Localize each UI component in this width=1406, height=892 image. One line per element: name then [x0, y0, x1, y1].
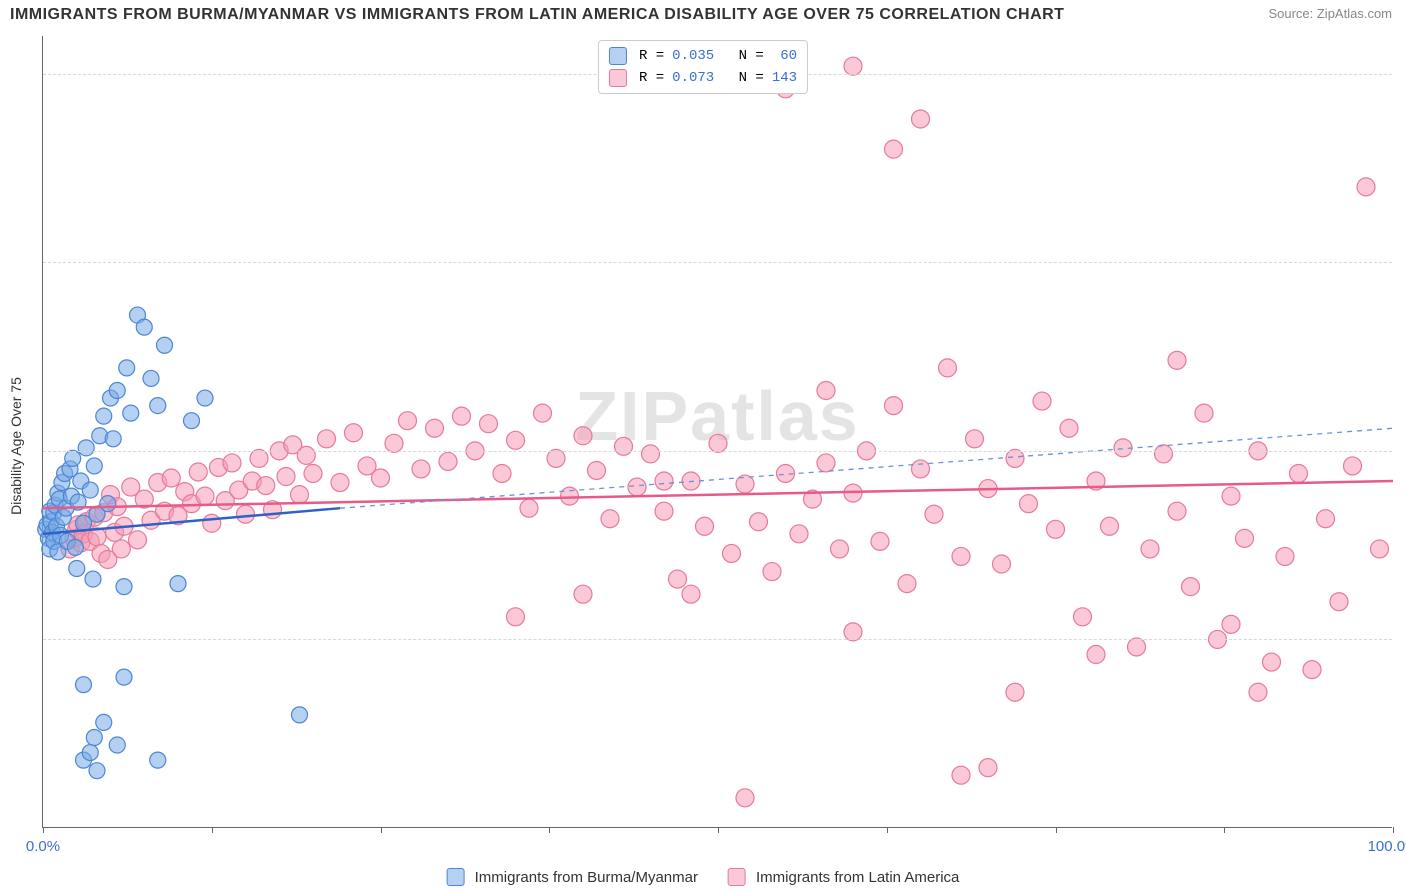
legend-swatch-blue-bottom — [447, 868, 465, 886]
y-tick-label: 67.5% — [1396, 254, 1406, 271]
legend-label-burma: Immigrants from Burma/Myanmar — [475, 869, 698, 886]
chart-title: IMMIGRANTS FROM BURMA/MYANMAR VS IMMIGRA… — [10, 6, 1064, 24]
plot-area: ZIPatlas 42.5%55.0%67.5%80.0%0.0%100.0% — [42, 36, 1392, 828]
y-axis-title: Disability Age Over 75 — [8, 377, 24, 515]
legend-correlation-box: R = 0.035 N = 60 R = 0.073 N = 143 — [598, 40, 808, 94]
legend-bottom: Immigrants from Burma/Myanmar Immigrants… — [447, 868, 960, 886]
legend-swatch-blue — [609, 47, 627, 65]
y-tick-label: 80.0% — [1396, 65, 1406, 82]
source-attribution: Source: ZipAtlas.com — [1268, 6, 1392, 21]
legend-n-label: N = — [739, 48, 764, 64]
legend-item-burma: Immigrants from Burma/Myanmar — [447, 868, 698, 886]
y-tick-label: 55.0% — [1396, 442, 1406, 459]
legend-row-series-2: R = 0.073 N = 143 — [609, 67, 797, 89]
chart-svg — [43, 36, 1392, 827]
legend-n-label: N = — [739, 70, 764, 86]
legend-item-latin: Immigrants from Latin America — [728, 868, 959, 886]
legend-r-label: R = — [639, 70, 664, 86]
legend-swatch-pink-bottom — [728, 868, 746, 886]
legend-r-value-1: 0.035 — [672, 48, 714, 64]
y-tick-label: 42.5% — [1396, 631, 1406, 648]
chart-container: IMMIGRANTS FROM BURMA/MYANMAR VS IMMIGRA… — [0, 0, 1406, 892]
legend-row-series-1: R = 0.035 N = 60 — [609, 45, 797, 67]
legend-label-latin: Immigrants from Latin America — [756, 869, 959, 886]
x-min-label: 0.0% — [26, 838, 60, 855]
legend-r-label: R = — [639, 48, 664, 64]
legend-r-value-2: 0.073 — [672, 70, 714, 86]
x-max-label: 100.0% — [1368, 838, 1406, 855]
legend-swatch-pink — [609, 69, 627, 87]
legend-n-value-2: 143 — [772, 70, 797, 86]
legend-n-value-1: 60 — [772, 48, 797, 64]
